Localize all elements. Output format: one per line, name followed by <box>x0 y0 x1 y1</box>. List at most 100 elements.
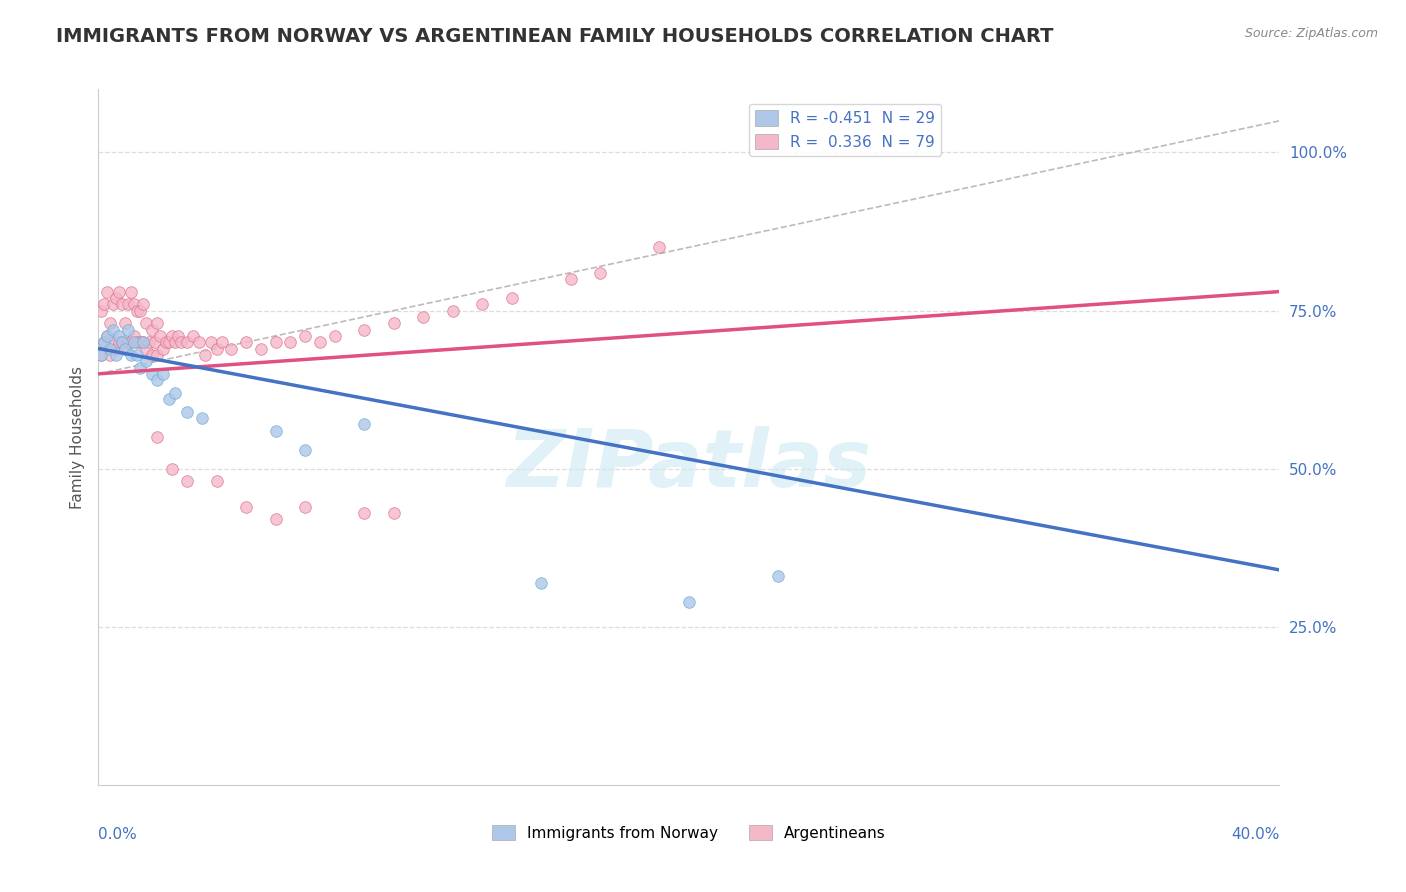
Point <box>132 297 155 311</box>
Point <box>114 342 136 356</box>
Point <box>149 329 172 343</box>
Point <box>138 335 160 350</box>
Point <box>353 506 375 520</box>
Text: Source: ZipAtlas.com: Source: ZipAtlas.com <box>1244 27 1378 40</box>
Legend: R = -0.451  N = 29, R =  0.336  N = 79: R = -0.451 N = 29, R = 0.336 N = 79 <box>749 103 941 155</box>
Point <box>264 335 287 350</box>
Point <box>128 360 150 375</box>
Point <box>165 385 187 400</box>
Point <box>353 417 375 432</box>
Point <box>122 335 145 350</box>
Point <box>117 322 139 336</box>
Point <box>128 303 150 318</box>
Point <box>165 335 187 350</box>
Point <box>135 316 157 330</box>
Point <box>167 329 190 343</box>
Point <box>90 348 112 362</box>
Point <box>309 335 332 350</box>
Point <box>589 266 612 280</box>
Y-axis label: Family Households: Family Households <box>69 366 84 508</box>
Point <box>114 342 136 356</box>
Point <box>382 316 405 330</box>
Point <box>146 348 169 362</box>
Text: 40.0%: 40.0% <box>1232 827 1279 842</box>
Point <box>122 329 145 343</box>
Point <box>108 285 131 299</box>
Point <box>135 354 157 368</box>
Text: IMMIGRANTS FROM NORWAY VS ARGENTINEAN FAMILY HOUSEHOLDS CORRELATION CHART: IMMIGRANTS FROM NORWAY VS ARGENTINEAN FA… <box>56 27 1053 45</box>
Point <box>111 335 134 350</box>
Point <box>93 335 115 350</box>
Point <box>125 303 148 318</box>
Point <box>122 297 145 311</box>
Point <box>560 272 582 286</box>
Point <box>108 329 131 343</box>
Point <box>530 575 553 590</box>
Point <box>294 500 316 514</box>
Point <box>648 240 671 254</box>
Point <box>96 329 118 343</box>
Point <box>96 329 118 343</box>
Point <box>235 500 257 514</box>
Point <box>105 348 128 362</box>
Point <box>211 335 233 350</box>
Point <box>441 303 464 318</box>
Point <box>141 348 163 362</box>
Point <box>96 285 118 299</box>
Point <box>766 569 789 583</box>
Point <box>132 335 155 350</box>
Point <box>93 335 115 350</box>
Point <box>176 475 198 489</box>
Point <box>152 342 174 356</box>
Point <box>264 424 287 438</box>
Point <box>176 335 198 350</box>
Point <box>105 342 128 356</box>
Point <box>191 411 214 425</box>
Point <box>157 335 180 350</box>
Point <box>162 461 183 475</box>
Point <box>187 335 209 350</box>
Point <box>501 291 523 305</box>
Point <box>170 335 193 350</box>
Point <box>412 310 434 324</box>
Point <box>162 329 183 343</box>
Point <box>141 367 163 381</box>
Point <box>382 506 405 520</box>
Point <box>98 342 121 356</box>
Point <box>98 316 121 330</box>
Point <box>353 322 375 336</box>
Point <box>125 335 148 350</box>
Point <box>117 335 139 350</box>
Point <box>132 335 155 350</box>
Point <box>125 348 148 362</box>
Point <box>120 335 142 350</box>
Point <box>117 297 139 311</box>
Point <box>103 322 125 336</box>
Point <box>146 316 169 330</box>
Text: 0.0%: 0.0% <box>98 827 138 842</box>
Point <box>250 342 273 356</box>
Point <box>143 335 166 350</box>
Point <box>294 442 316 457</box>
Point <box>120 348 142 362</box>
Point <box>120 285 142 299</box>
Point <box>294 329 316 343</box>
Point <box>221 342 243 356</box>
Text: ZIPatlas: ZIPatlas <box>506 425 872 504</box>
Point <box>235 335 257 350</box>
Point <box>103 335 125 350</box>
Point <box>105 291 128 305</box>
Point <box>205 342 228 356</box>
Point <box>176 405 198 419</box>
Point <box>264 512 287 526</box>
Point <box>678 594 700 608</box>
Point <box>90 348 112 362</box>
Point <box>157 392 180 406</box>
Point <box>146 373 169 387</box>
Point <box>93 297 115 311</box>
Point <box>155 335 177 350</box>
Point <box>114 316 136 330</box>
Point <box>135 342 157 356</box>
Point <box>108 335 131 350</box>
Point <box>152 367 174 381</box>
